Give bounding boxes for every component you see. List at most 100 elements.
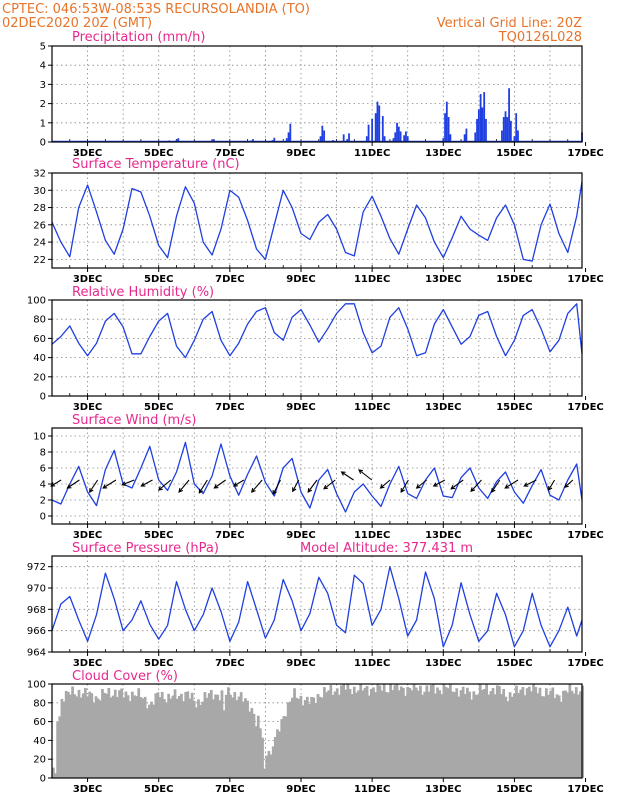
wind-arrow-head xyxy=(340,471,346,476)
cloud-bar xyxy=(329,685,333,778)
cloud-bar xyxy=(261,737,264,778)
wind-arrow xyxy=(102,479,117,489)
cloud-bar xyxy=(84,687,87,778)
cloud-bar xyxy=(337,694,341,778)
cloud-bar xyxy=(105,693,109,778)
cloud-bar xyxy=(197,699,200,778)
cloud-bar xyxy=(92,702,96,778)
precip-bar xyxy=(517,130,519,142)
precip-bar xyxy=(252,139,254,142)
cloud-bar xyxy=(352,686,356,778)
cloud-bar xyxy=(265,755,269,778)
cloud-bar xyxy=(288,701,292,778)
wind-arrow xyxy=(450,479,464,490)
cloud-ytick-label: 80 xyxy=(33,698,46,709)
cloud-bar xyxy=(346,684,350,778)
cloud-bar xyxy=(111,695,115,778)
cloud-bar xyxy=(387,692,390,778)
cloud-bar xyxy=(64,690,68,778)
precip-xtick-label: 17DEC xyxy=(567,148,603,159)
cloud-bar xyxy=(220,690,224,778)
cloud-bar xyxy=(363,687,367,778)
temp-ytick-label: 32 xyxy=(33,169,46,180)
precip-bar xyxy=(403,135,406,142)
cloud-bar xyxy=(316,694,320,778)
precip-bar xyxy=(287,132,290,142)
wind-arrow-head xyxy=(450,484,456,490)
wind-arrow xyxy=(292,479,300,492)
cloud-bar xyxy=(101,689,104,778)
cloud-bar xyxy=(103,692,106,778)
cloud-bar xyxy=(468,691,471,778)
wind-arrow-head xyxy=(432,482,438,487)
cloud-bar xyxy=(199,704,202,778)
cloud-bar xyxy=(271,746,275,778)
temp-title: Surface Temperature (nC) xyxy=(72,157,240,172)
cloud-bar xyxy=(457,696,461,778)
cloud-bar xyxy=(162,699,166,778)
precip-xtick-label: 9DEC xyxy=(286,148,315,159)
wind-arrow-head xyxy=(400,487,405,493)
cloud-bar xyxy=(412,684,416,778)
precip-bar xyxy=(501,130,503,142)
cloud-bar xyxy=(325,692,328,778)
cloud-bar xyxy=(487,694,491,778)
wind-panel: 0 2 4 6 8 10 3DEC 5DEC 7DEC 9DEC 11DEC 13DEC 15DEC 17… xyxy=(33,427,604,541)
cloud-bar xyxy=(350,694,354,778)
cloud-bar xyxy=(60,698,64,778)
wind-arrow-head xyxy=(232,482,238,487)
wind-arrow-head xyxy=(102,484,108,489)
cloud-bar xyxy=(532,684,535,778)
rh-ytick-label: 100 xyxy=(27,296,46,307)
precip-bar xyxy=(289,123,292,142)
pres-title: Surface Pressure (hPa) xyxy=(72,541,219,556)
wind-arrow xyxy=(416,479,427,489)
cloud-bar xyxy=(466,687,469,778)
cloud-bar xyxy=(214,694,217,778)
cloud-bar xyxy=(327,690,331,778)
cloud-bar xyxy=(438,690,442,778)
cloud-bar xyxy=(96,698,100,778)
cloud-bar xyxy=(284,716,288,778)
cloud-bar xyxy=(480,689,484,778)
cloud-bar xyxy=(483,689,486,778)
wind-arrow xyxy=(400,479,409,493)
cloud-bar xyxy=(66,691,70,778)
cloud-bar xyxy=(395,684,399,778)
cloud-bar xyxy=(118,690,121,778)
precip-xtick-label: 13DEC xyxy=(425,148,461,159)
wind-arrow-head xyxy=(564,483,569,488)
cloud-bar xyxy=(113,689,117,778)
temp-xtick-label: 13DEC xyxy=(425,274,461,285)
cloud-bar xyxy=(391,690,395,778)
cloud-bar xyxy=(572,693,576,778)
cloud-bar xyxy=(536,693,540,778)
rh-xtick-label: 17DEC xyxy=(567,402,603,413)
cloud-bar xyxy=(393,685,397,778)
precip-bar xyxy=(346,139,349,142)
wind-xtick-label: 9DEC xyxy=(286,530,315,541)
wind-arrow xyxy=(491,479,501,493)
cloud-bar xyxy=(408,687,412,778)
precip-title: Precipitation (mm/h) xyxy=(72,30,205,45)
cloud-bar xyxy=(224,694,228,778)
cloud-bar xyxy=(120,688,124,778)
precip-bar xyxy=(506,117,509,142)
temp-xtick-label: 15DEC xyxy=(496,274,532,285)
cloud-bar xyxy=(504,696,508,778)
cloud-bar xyxy=(384,691,388,778)
precip-bar xyxy=(374,113,377,142)
precip-bar xyxy=(477,109,480,142)
cloud-bar xyxy=(175,698,179,778)
header-model-code: TQ0126L028 xyxy=(498,30,582,45)
cloud-bar xyxy=(427,691,431,778)
cloud-bar xyxy=(244,698,247,778)
cloud-bar xyxy=(184,691,188,778)
wind-ytick-label: 8 xyxy=(40,448,46,459)
precip-bar xyxy=(365,136,368,142)
cloud-bar xyxy=(517,693,520,778)
precip-bar xyxy=(285,138,288,142)
cloud-bar xyxy=(399,686,403,778)
cloud-bar xyxy=(404,695,407,778)
wind-arrow-head xyxy=(523,482,529,487)
